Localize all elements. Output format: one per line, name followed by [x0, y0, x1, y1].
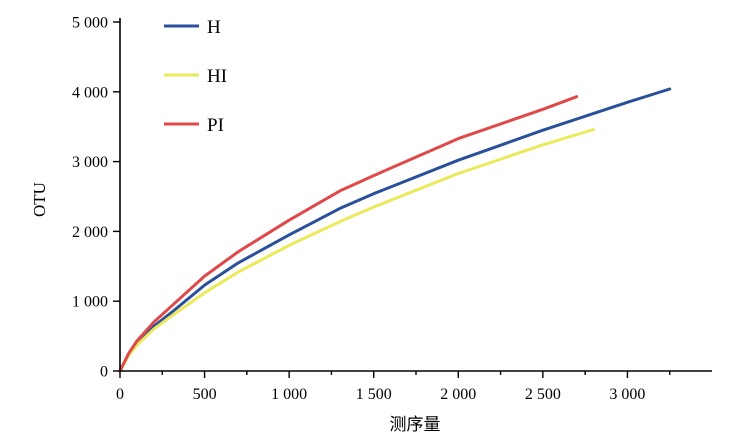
y-axis-title: OTU: [30, 182, 49, 217]
x-tick-label: 3 000: [609, 386, 645, 403]
x-tick-label: 1 500: [356, 386, 392, 403]
y-axis-ticks: 0 1 000 2 000 3 000 4 000 5 000: [72, 15, 120, 381]
x-tick-label: 0: [116, 386, 124, 403]
x-tick-label: 500: [193, 386, 217, 403]
x-tick-label: 2 000: [440, 386, 476, 403]
x-tick-label: 1 000: [271, 386, 307, 403]
x-axis-ticks: 0 500 1 000 1 500 2 000 2 500 3 000: [116, 371, 671, 403]
y-tick-label: 2 000: [72, 224, 108, 241]
y-tick-label: 4 000: [72, 84, 108, 101]
x-axis-title: 测序量: [390, 415, 441, 434]
series-line-pi: [118, 95, 579, 373]
y-tick-label: 1 000: [72, 294, 108, 311]
x-tick-label: 2 500: [525, 386, 561, 403]
legend: H HI PI: [164, 17, 227, 136]
series-line-hi: [118, 128, 596, 373]
legend-label-hi: HI: [207, 66, 227, 87]
y-tick-label: 0: [100, 364, 108, 381]
series-line-h: [118, 87, 672, 373]
y-tick-label: 3 000: [72, 154, 108, 171]
plot-area: [118, 87, 672, 373]
legend-label-h: H: [207, 17, 221, 38]
y-tick-label: 5 000: [72, 15, 108, 32]
legend-label-pi: PI: [207, 115, 224, 136]
